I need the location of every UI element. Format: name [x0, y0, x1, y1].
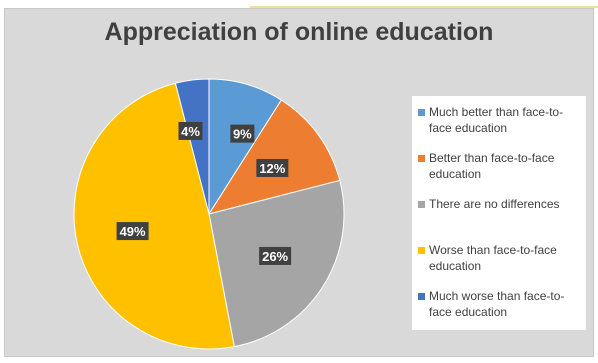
legend-label: Worse than face-to-face education: [429, 243, 557, 273]
legend-label: Better than face-to-face education: [429, 151, 555, 181]
legend-swatch: [418, 109, 425, 116]
legend-swatch: [418, 247, 425, 254]
legend-swatch: [418, 155, 425, 162]
data-label-text: 4%: [181, 124, 200, 139]
legend-item-no-differences: There are no differences: [418, 196, 584, 212]
legend-label: There are no differences: [429, 197, 560, 211]
pie-slice-worse: [73, 82, 235, 350]
legend-label: Much better than face-to-face education: [429, 105, 564, 135]
data-label-worse: 49%: [116, 222, 149, 241]
top-accent-line: [250, 6, 598, 8]
data-label-text: 49%: [120, 224, 146, 239]
pie-slice-better: [207, 99, 341, 215]
legend-item-much-better: Much better than face-to-face education: [418, 104, 584, 136]
pie-slice-much-worse: [174, 78, 210, 215]
legend-item-much-worse: Much worse than face-to-face education: [418, 288, 584, 320]
legend-label: Much worse than face-to-face education: [429, 289, 565, 319]
legend-item-worse: Worse than face-to-face education: [418, 242, 584, 274]
legend-item-better: Better than face-to-face education: [418, 150, 584, 182]
data-label-better: 12%: [256, 158, 289, 177]
data-label-box: [259, 246, 292, 265]
data-label-much-better: 9%: [230, 124, 255, 143]
data-label-text: 9%: [233, 127, 252, 142]
chart-legend: Much better than face-to-face education B…: [412, 96, 586, 330]
legend-swatch: [418, 293, 425, 300]
data-label-box: [178, 121, 203, 140]
data-label-text: 12%: [259, 161, 285, 176]
data-label-box: [256, 158, 289, 177]
legend-swatch: [418, 201, 425, 208]
data-label-box: [116, 222, 149, 241]
data-label-text: 26%: [262, 249, 288, 264]
data-label-box: [230, 124, 255, 143]
data-label-much-worse: 4%: [178, 121, 203, 140]
data-label-no-differences: 26%: [259, 246, 292, 265]
chart-title: Appreciation of online education: [104, 18, 494, 46]
top-strip: [0, 0, 598, 8]
